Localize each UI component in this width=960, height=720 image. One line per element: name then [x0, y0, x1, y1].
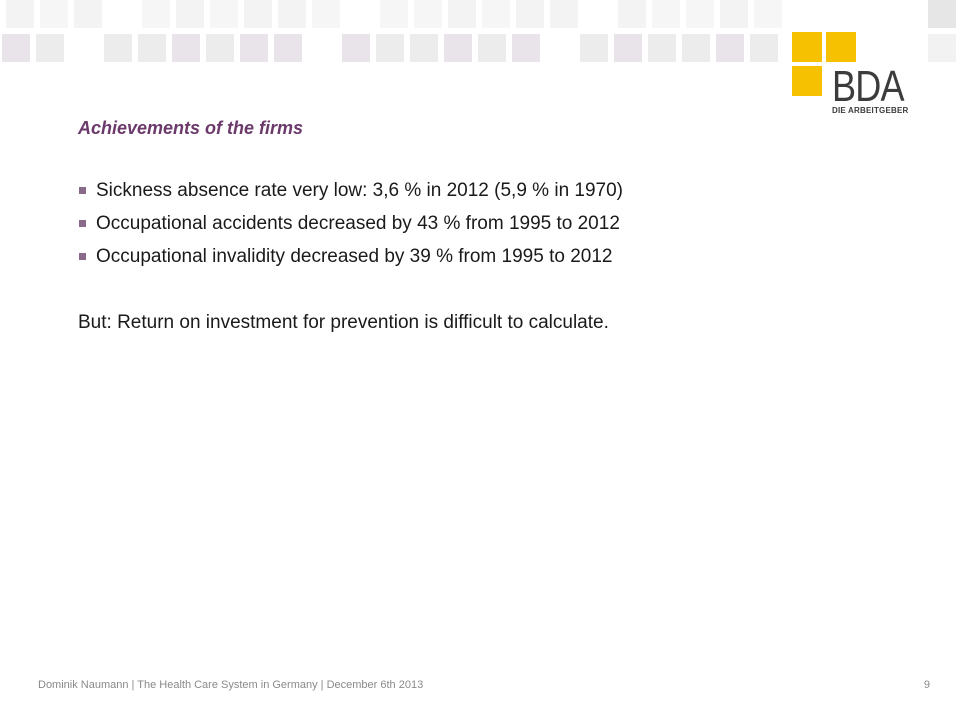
header-pattern-square — [750, 34, 778, 62]
header-pattern-square — [6, 0, 34, 28]
logo-letters: BDA — [832, 62, 905, 111]
header-pattern-square — [682, 34, 710, 62]
bullet-list: Sickness absence rate very low: 3,6 % in… — [78, 174, 623, 273]
header-pattern-square — [142, 0, 170, 28]
header-pattern-square — [176, 0, 204, 28]
header-pattern-square — [448, 0, 476, 28]
header-pattern-square — [40, 0, 68, 28]
header-pattern-square — [36, 34, 64, 62]
bullet-item: Sickness absence rate very low: 3,6 % in… — [78, 174, 623, 207]
header-pattern-square — [550, 0, 578, 28]
header-pattern-square — [716, 34, 744, 62]
header-pattern-square — [240, 34, 268, 62]
header-pattern-square — [720, 0, 748, 28]
header-pattern-square — [206, 34, 234, 62]
slide-title: Achievements of the firms — [78, 118, 304, 138]
bullet-text: Occupational accidents decreased by 43 %… — [96, 213, 620, 234]
header-pattern-square — [686, 0, 714, 28]
header-pattern-square — [444, 34, 472, 62]
header-pattern-square — [104, 34, 132, 62]
header-pattern-square — [74, 0, 102, 28]
header-pattern-square — [210, 0, 238, 28]
header-pattern-square — [410, 34, 438, 62]
footer-text: Dominik Naumann | The Health Care System… — [38, 679, 424, 691]
header-pattern-square — [580, 34, 608, 62]
roi-note: But: Return on investment for prevention… — [78, 312, 609, 333]
header-pattern-square — [928, 0, 956, 28]
bullet-text: Occupational invalidity decreased by 39 … — [96, 246, 613, 267]
header-pattern-square — [342, 34, 370, 62]
header-pattern-square — [278, 0, 306, 28]
logo-tagline: DIE ARBEITGEBER — [832, 106, 909, 115]
header-pattern-square — [482, 0, 510, 28]
header-pattern-square — [172, 34, 200, 62]
bullet-text: Sickness absence rate very low: 3,6 % in… — [96, 180, 624, 201]
header-pattern-square — [512, 34, 540, 62]
header-pattern-square — [614, 34, 642, 62]
header-pattern-square — [516, 0, 544, 28]
header-pattern-square — [754, 0, 782, 28]
header-pattern-square — [648, 34, 676, 62]
square-bullet-icon — [79, 220, 86, 227]
header-pattern-square — [138, 34, 166, 62]
header-pattern-square — [414, 0, 442, 28]
header-pattern-square — [478, 34, 506, 62]
header-pattern-square — [312, 0, 340, 28]
header-pattern-square — [244, 0, 272, 28]
page-number: 9 — [923, 679, 930, 691]
header-pattern-square — [928, 34, 956, 62]
header-pattern-square — [652, 0, 680, 28]
square-bullet-icon — [79, 187, 86, 194]
bda-logo: BDA DIE ARBEITGEBER — [792, 32, 912, 116]
header-pattern-square — [380, 0, 408, 28]
header-pattern-square — [376, 34, 404, 62]
header-pattern-square — [618, 0, 646, 28]
bullet-item: Occupational invalidity decreased by 39 … — [78, 240, 623, 273]
header-pattern-square — [274, 34, 302, 62]
square-bullet-icon — [79, 253, 86, 260]
header-pattern-square — [2, 34, 30, 62]
bullet-item: Occupational accidents decreased by 43 %… — [78, 207, 623, 240]
